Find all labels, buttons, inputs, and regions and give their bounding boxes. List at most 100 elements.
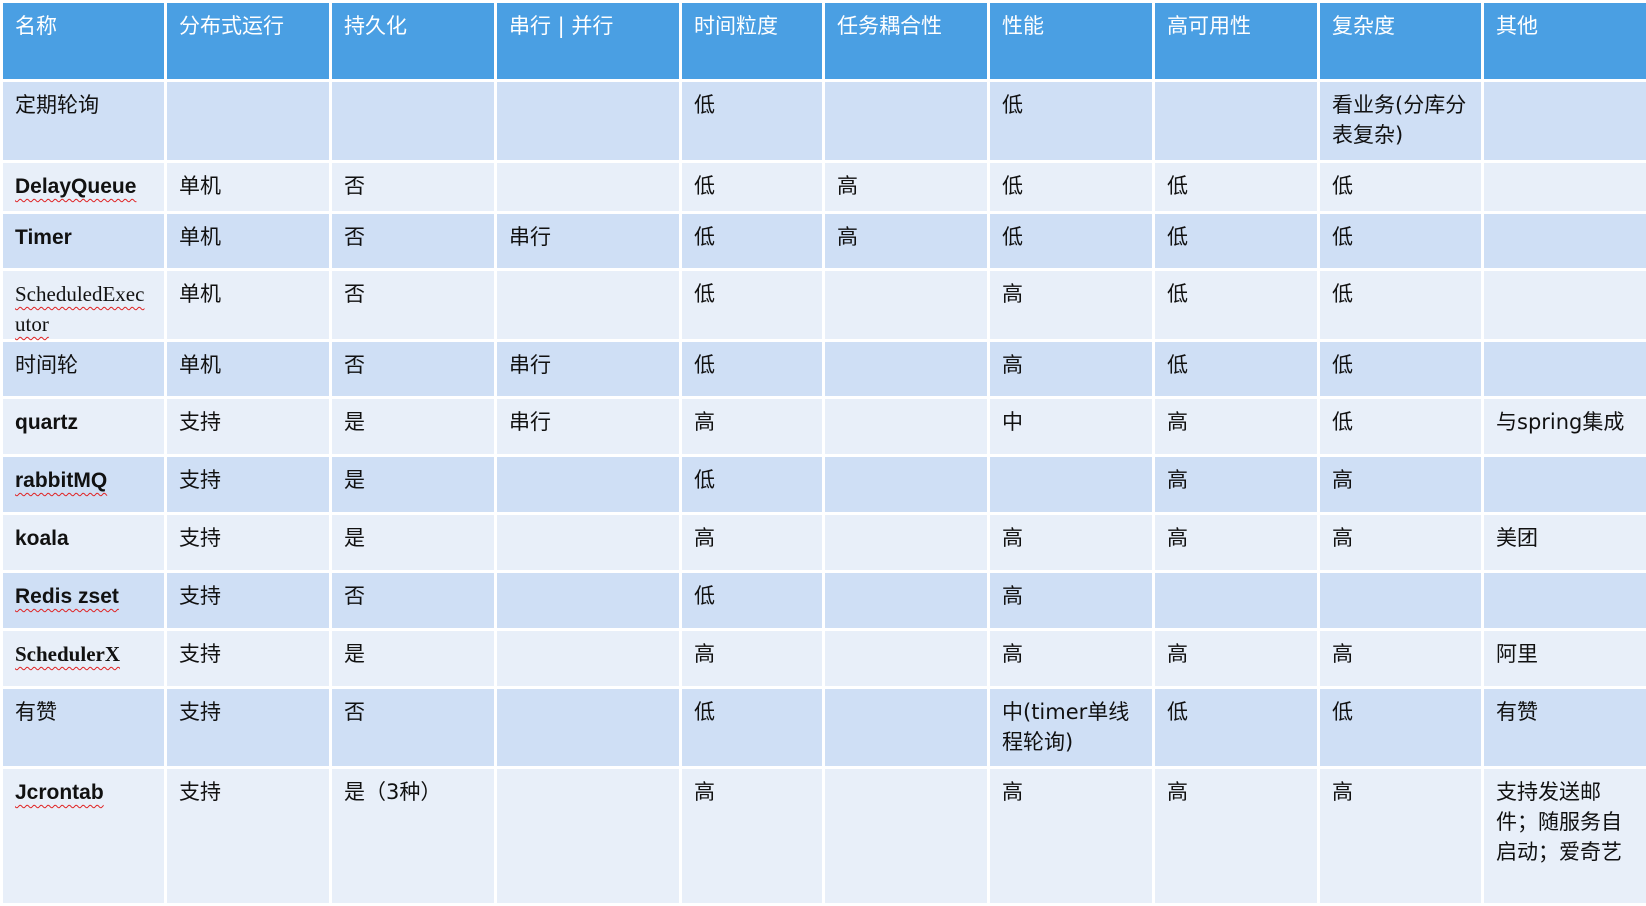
- table-row: 有赞支持否低中(timer单线程轮询)低低有赞: [2, 688, 1646, 768]
- cell-value: 低: [694, 353, 715, 377]
- table-cell: 高: [681, 514, 824, 572]
- table-cell: 低: [989, 162, 1154, 213]
- column-header: 名称: [2, 2, 166, 81]
- cell-value: 低: [1167, 225, 1188, 249]
- cell-value: 否: [344, 700, 365, 724]
- table-cell: 是: [331, 456, 496, 514]
- table-cell: 串行: [496, 213, 681, 270]
- table-cell: [1483, 270, 1646, 341]
- cell-value: 低: [1332, 282, 1353, 306]
- table-cell: 低: [989, 213, 1154, 270]
- cell-value: 低: [1167, 282, 1188, 306]
- table-cell: 低: [1319, 688, 1483, 768]
- table-cell: 支持: [166, 768, 331, 905]
- cell-value: 支持: [179, 468, 221, 492]
- row-name-cell: Jcrontab: [2, 768, 166, 905]
- cell-value: 是（3种）: [344, 780, 441, 804]
- table-cell: 单机: [166, 213, 331, 270]
- table-cell: 支持: [166, 456, 331, 514]
- table-cell: [989, 456, 1154, 514]
- table-cell: 中(timer单线程轮询): [989, 688, 1154, 768]
- table-cell: 否: [331, 688, 496, 768]
- table-cell: 支持: [166, 514, 331, 572]
- row-name: Redis zset: [15, 585, 119, 608]
- cell-value: 高: [1167, 642, 1188, 666]
- table-cell: [824, 688, 989, 768]
- row-name-cell: koala: [2, 514, 166, 572]
- column-header: 任务耦合性: [824, 2, 989, 81]
- table-cell: 串行: [496, 398, 681, 456]
- header-row: 名称分布式运行持久化串行 | 并行时间粒度任务耦合性性能高可用性复杂度其他: [2, 2, 1646, 81]
- row-name: ScheduledExecutor: [15, 282, 144, 336]
- table-cell: [496, 162, 681, 213]
- table-cell: 低: [681, 456, 824, 514]
- cell-value: 是: [344, 410, 365, 434]
- table-cell: 否: [331, 162, 496, 213]
- table-cell: 高: [989, 572, 1154, 630]
- cell-value: 支持: [179, 526, 221, 550]
- column-header: 复杂度: [1319, 2, 1483, 81]
- row-name-cell: 定期轮询: [2, 81, 166, 162]
- table-cell: 否: [331, 572, 496, 630]
- table-cell: 低: [681, 688, 824, 768]
- table-cell: [331, 81, 496, 162]
- table-cell: [496, 630, 681, 688]
- cell-value: 高: [1167, 468, 1188, 492]
- table-cell: 高: [989, 270, 1154, 341]
- table-cell: 是（3种）: [331, 768, 496, 905]
- table-cell: 是: [331, 398, 496, 456]
- table-cell: [496, 514, 681, 572]
- cell-value: 低: [694, 93, 715, 117]
- table-cell: 阿里: [1483, 630, 1646, 688]
- table-cell: 支持发送邮件；随服务自启动；爱奇艺: [1483, 768, 1646, 905]
- cell-value: 高: [1002, 584, 1023, 608]
- table-cell: 低: [1319, 398, 1483, 456]
- column-header: 性能: [989, 2, 1154, 81]
- cell-value: 串行: [509, 353, 551, 377]
- cell-value: 是: [344, 642, 365, 666]
- cell-value: 支持: [179, 642, 221, 666]
- cell-value: 高: [1332, 526, 1353, 550]
- table-cell: 低: [1319, 270, 1483, 341]
- table-cell: 低: [1319, 162, 1483, 213]
- cell-value: 看业务(分库分表复杂): [1332, 93, 1466, 147]
- table-cell: 高: [1154, 398, 1319, 456]
- table-cell: [1483, 456, 1646, 514]
- cell-value: 高: [1332, 642, 1353, 666]
- cell-value: 高: [1332, 468, 1353, 492]
- table-cell: 高: [1154, 456, 1319, 514]
- table-cell: [1154, 81, 1319, 162]
- table-cell: 否: [331, 213, 496, 270]
- cell-value: 低: [1167, 174, 1188, 198]
- cell-value: 与spring集成: [1496, 410, 1624, 434]
- cell-value: 单机: [179, 353, 221, 377]
- table-cell: [496, 688, 681, 768]
- cell-value: 高: [694, 410, 715, 434]
- table-cell: 高: [989, 768, 1154, 905]
- table-row: 定期轮询低低看业务(分库分表复杂): [2, 81, 1646, 162]
- cell-value: 低: [1332, 353, 1353, 377]
- table-cell: 是: [331, 514, 496, 572]
- row-name-cell: ScheduledExecutor: [2, 270, 166, 341]
- table-cell: 高: [1154, 630, 1319, 688]
- cell-value: 高: [1002, 642, 1023, 666]
- table-cell: [1154, 572, 1319, 630]
- table-cell: 否: [331, 341, 496, 398]
- table-cell: 看业务(分库分表复杂): [1319, 81, 1483, 162]
- cell-value: 支持: [179, 780, 221, 804]
- table-cell: 单机: [166, 270, 331, 341]
- cell-value: 单机: [179, 225, 221, 249]
- table-cell: 低: [681, 572, 824, 630]
- table-cell: 高: [681, 398, 824, 456]
- cell-value: 低: [1332, 225, 1353, 249]
- cell-value: 低: [694, 700, 715, 724]
- table-cell: 高: [989, 341, 1154, 398]
- row-name: 有赞: [15, 700, 57, 724]
- cell-value: 单机: [179, 174, 221, 198]
